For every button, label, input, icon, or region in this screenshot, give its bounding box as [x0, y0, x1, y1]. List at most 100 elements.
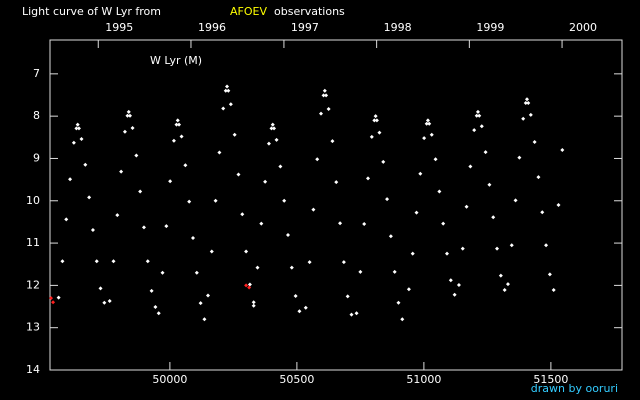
source: AFOEV — [230, 5, 267, 18]
data-point — [540, 210, 545, 215]
data-point — [396, 300, 401, 305]
data-point — [362, 222, 367, 227]
y-tick-label: 14 — [26, 363, 40, 376]
x-tick-label: 50000 — [152, 373, 187, 386]
data-point — [51, 300, 56, 305]
data-point — [374, 118, 379, 123]
data-point — [56, 295, 61, 300]
data-point — [107, 299, 112, 304]
data-point — [392, 269, 397, 274]
data-point — [400, 317, 405, 322]
data-point — [119, 169, 124, 174]
data-point — [297, 309, 302, 314]
data-point — [122, 129, 127, 134]
data-point — [225, 84, 230, 89]
data-point — [464, 204, 469, 209]
data-point — [475, 109, 480, 114]
data-point — [354, 311, 359, 316]
legend-label: W Lyr (M) — [150, 54, 202, 67]
data-point — [437, 189, 442, 194]
x2-tick-label: 1995 — [105, 21, 133, 34]
data-point — [487, 182, 492, 187]
data-point — [452, 292, 457, 297]
data-point — [319, 111, 324, 116]
data-point — [502, 288, 507, 293]
credit: drawn by ooruri — [531, 382, 618, 395]
data-point — [76, 126, 81, 131]
data-point — [385, 197, 390, 202]
data-point — [491, 215, 496, 220]
data-point — [372, 118, 377, 123]
data-point — [373, 114, 378, 119]
data-point — [495, 246, 500, 251]
data-point — [424, 121, 429, 126]
chart-title-suffix: observations — [274, 5, 345, 18]
data-point — [526, 101, 531, 106]
data-point — [194, 270, 199, 275]
data-point — [255, 265, 260, 270]
data-point — [556, 203, 561, 207]
data-point — [126, 109, 131, 114]
data-point — [523, 101, 528, 106]
data-point — [68, 177, 73, 182]
x2-tick-label: 1998 — [384, 21, 412, 34]
data-point — [410, 251, 415, 256]
data-point — [278, 164, 283, 169]
data-point — [226, 88, 231, 93]
data-point — [289, 265, 294, 270]
data-point — [174, 122, 179, 127]
data-point — [528, 112, 533, 117]
x2-tick-label: 1997 — [291, 21, 319, 34]
y-tick-label: 11 — [26, 236, 40, 249]
data-point — [321, 93, 326, 98]
data-point — [406, 287, 411, 292]
x2-tick-label: 1999 — [476, 21, 504, 34]
data-point — [521, 116, 526, 121]
data-point — [115, 213, 120, 218]
data-point — [217, 150, 222, 155]
data-point — [269, 126, 274, 131]
data-point — [429, 132, 434, 137]
data-point — [168, 179, 173, 184]
data-point — [285, 233, 290, 238]
data-point — [156, 311, 161, 316]
data-point — [513, 198, 518, 203]
data-point — [175, 118, 180, 123]
x-tick-label: 51500 — [533, 373, 568, 386]
data-point — [149, 288, 154, 293]
data-point — [474, 113, 479, 118]
data-point — [418, 171, 423, 176]
data-point — [183, 163, 188, 168]
data-point — [536, 175, 541, 180]
data-point — [326, 106, 331, 111]
data-point — [90, 227, 95, 232]
data-point — [79, 137, 84, 141]
data-point — [259, 221, 264, 226]
data-point — [251, 300, 256, 305]
data-point — [433, 157, 438, 162]
data-point — [388, 234, 393, 239]
data-point — [130, 126, 135, 130]
data-point — [98, 286, 103, 291]
y-tick-label: 7 — [33, 67, 40, 80]
data-point — [349, 312, 354, 317]
data-point — [221, 106, 226, 111]
data-point — [205, 293, 210, 298]
data-point — [381, 159, 386, 164]
data-point — [75, 122, 80, 127]
data-point — [202, 317, 207, 322]
data-point — [274, 137, 279, 142]
data-point — [232, 132, 237, 137]
x-tick-label: 51000 — [406, 373, 441, 386]
data-point — [315, 157, 320, 162]
data-point — [366, 176, 371, 181]
data-point — [187, 199, 192, 204]
data-point — [441, 221, 446, 226]
data-point — [338, 221, 343, 226]
data-point — [71, 140, 76, 145]
data-point — [532, 139, 537, 144]
data-point — [341, 260, 346, 265]
data-point — [456, 282, 461, 287]
